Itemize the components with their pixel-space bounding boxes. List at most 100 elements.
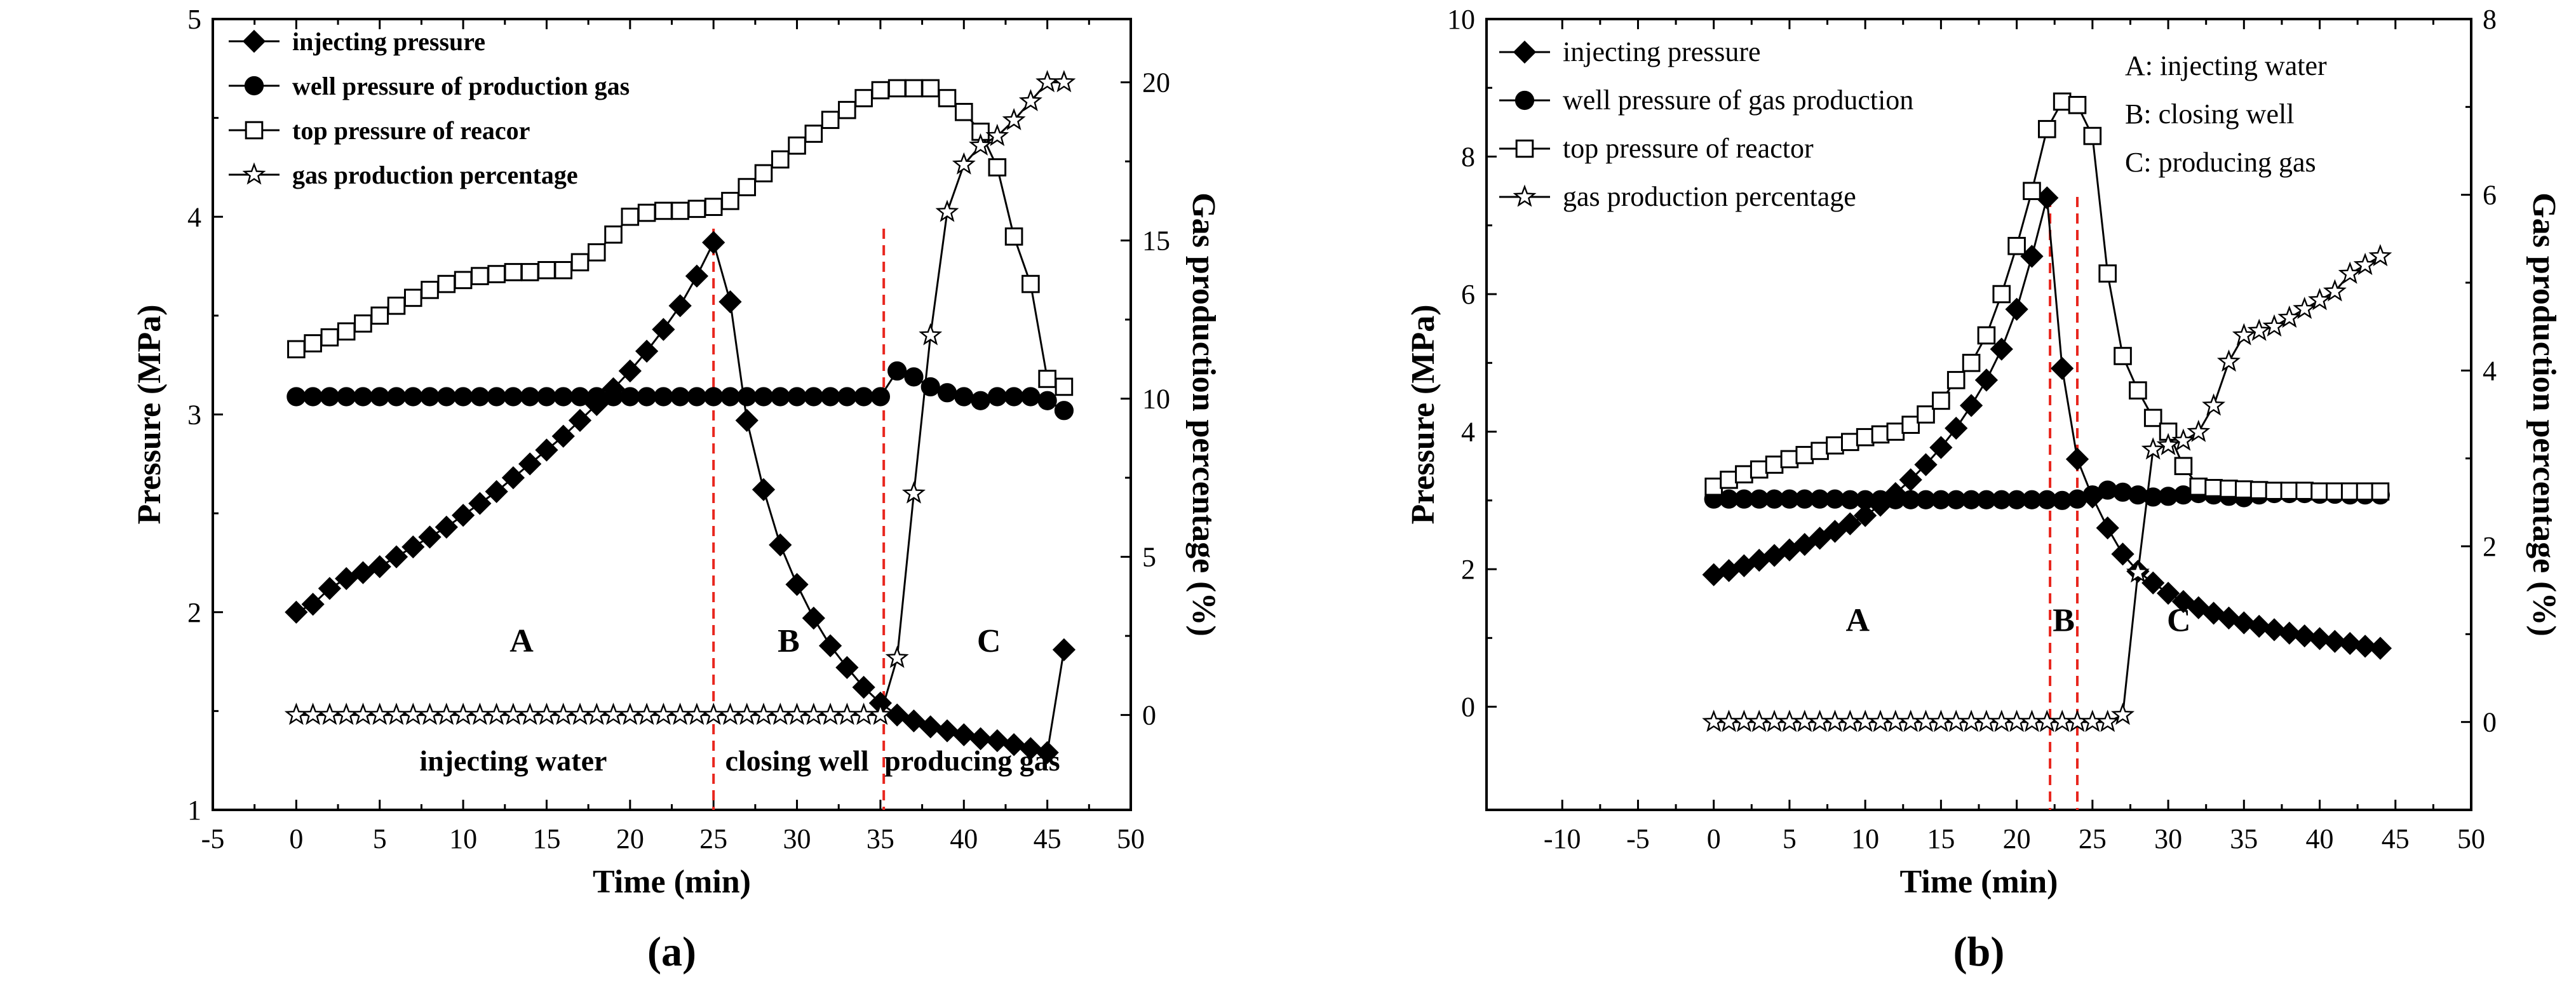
data-point <box>387 297 406 315</box>
data-point <box>919 715 942 739</box>
data-point <box>768 703 792 725</box>
data-point <box>671 201 689 220</box>
data-point <box>1945 417 1968 440</box>
data-point <box>2189 477 2208 496</box>
data-point <box>1917 405 1935 424</box>
data-point <box>1021 387 1041 407</box>
data-point <box>1002 107 1026 131</box>
data-point <box>621 207 640 226</box>
data-point <box>1732 710 1756 732</box>
data-point <box>568 408 592 432</box>
data-point <box>718 703 742 725</box>
data-point <box>2114 347 2132 365</box>
data-point <box>785 703 809 725</box>
data-point <box>337 322 356 341</box>
data-point <box>1052 638 1076 662</box>
data-point <box>2204 479 2223 497</box>
data-point <box>938 89 957 107</box>
y-right-tick-label: 20 <box>1142 67 1170 98</box>
panel-label: (b) <box>1953 929 2005 975</box>
data-point <box>1004 227 1023 246</box>
y-left-tick-label: 6 <box>1461 279 1475 310</box>
data-point <box>551 703 576 725</box>
x-tick-label: 35 <box>867 823 894 854</box>
x-tick-label: 15 <box>1927 823 1955 854</box>
data-point <box>835 656 859 680</box>
data-point <box>537 387 556 407</box>
data-point <box>2326 482 2344 501</box>
data-point <box>735 408 759 432</box>
data-point <box>2129 381 2147 400</box>
phase-text: injecting water <box>419 744 607 777</box>
data-point <box>401 703 425 725</box>
x-tick-label: 50 <box>2457 823 2485 854</box>
data-point <box>1974 368 1999 392</box>
annotation: A: injecting water <box>2125 50 2327 81</box>
data-point <box>651 703 675 725</box>
series-line <box>1713 198 2381 650</box>
panel-label: (a) <box>647 929 696 975</box>
data-point <box>854 89 873 107</box>
data-point <box>1826 436 1844 455</box>
data-point <box>584 703 609 725</box>
data-point <box>1777 710 1802 732</box>
y-left-tick-label: 10 <box>1447 4 1475 35</box>
data-point <box>804 124 823 143</box>
data-point <box>2323 629 2347 653</box>
x-tick-label: 0 <box>1707 823 1721 854</box>
data-point <box>2277 305 2302 328</box>
y-axis-left-label: Pressure (MPa) <box>131 304 168 524</box>
x-axis-label: Time (min) <box>1900 864 2058 900</box>
series-square <box>287 79 1074 396</box>
data-point <box>2248 614 2271 638</box>
data-point <box>304 334 322 353</box>
data-point <box>1022 274 1040 293</box>
data-point <box>504 263 523 281</box>
data-point <box>720 387 740 407</box>
data-point <box>835 703 859 725</box>
data-point <box>368 555 391 579</box>
data-point <box>551 424 575 448</box>
y-right-tick-label: 15 <box>1142 225 1170 257</box>
y-left-tick-label: 0 <box>1461 692 1475 723</box>
y-axis-left-label: Pressure (MPa) <box>1405 304 1441 524</box>
data-point <box>1868 710 1892 732</box>
data-point <box>902 709 926 733</box>
data-point <box>421 281 439 299</box>
data-point <box>887 361 907 381</box>
data-point <box>985 729 1009 753</box>
data-point <box>1962 354 1981 372</box>
data-point <box>334 703 358 725</box>
data-point <box>687 199 706 219</box>
data-point <box>301 703 325 725</box>
data-point <box>2323 279 2347 302</box>
phase-letter-a: A <box>1845 603 1870 639</box>
data-point <box>685 264 709 288</box>
data-point <box>1037 391 1057 410</box>
data-point <box>1052 70 1076 93</box>
x-tick-label: 25 <box>699 823 727 854</box>
data-point <box>718 290 742 314</box>
data-point <box>952 152 976 175</box>
data-point <box>1004 387 1024 407</box>
x-tick-label: 0 <box>289 823 303 854</box>
series-line <box>295 239 1065 754</box>
data-point <box>1795 446 1814 464</box>
data-point <box>1901 415 1920 434</box>
data-point <box>537 260 556 279</box>
data-point <box>885 645 909 668</box>
data-point <box>704 198 723 216</box>
legend-marker <box>1513 184 1537 207</box>
data-point <box>2051 356 2074 380</box>
x-tick-label: 10 <box>1851 823 1879 854</box>
data-point <box>2126 560 2150 583</box>
data-point <box>1959 710 1983 732</box>
data-point <box>451 504 475 527</box>
data-point <box>1886 422 1905 441</box>
data-point <box>1720 471 1738 489</box>
x-tick-label: 20 <box>616 823 644 854</box>
data-point <box>1704 477 1723 496</box>
annotation: B: closing well <box>2125 98 2294 130</box>
data-point <box>501 703 525 725</box>
data-point <box>2007 236 2026 255</box>
